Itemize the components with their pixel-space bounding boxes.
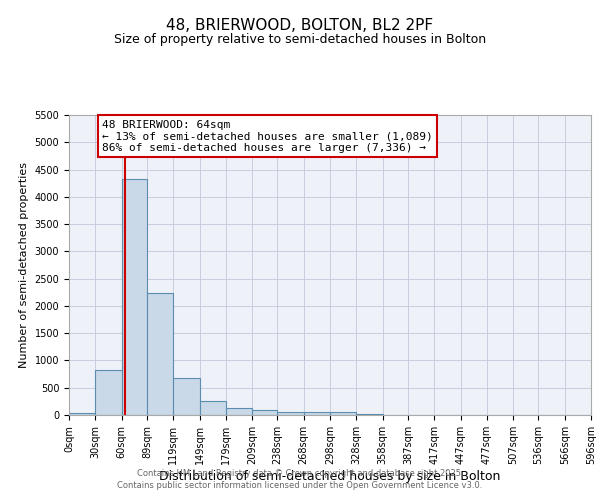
Bar xyxy=(252,410,277,415)
X-axis label: Distribution of semi-detached houses by size in Bolton: Distribution of semi-detached houses by … xyxy=(160,470,500,482)
Bar xyxy=(147,293,173,415)
Bar xyxy=(69,414,95,415)
Text: 48, BRIERWOOD, BOLTON, BL2 2PF: 48, BRIERWOOD, BOLTON, BL2 2PF xyxy=(166,18,434,32)
Bar xyxy=(199,402,226,415)
Text: 48 BRIERWOOD: 64sqm
← 13% of semi-detached houses are smaller (1,089)
86% of sem: 48 BRIERWOOD: 64sqm ← 13% of semi-detach… xyxy=(102,120,433,152)
Bar xyxy=(304,412,330,415)
Bar xyxy=(330,412,356,415)
Bar xyxy=(356,414,383,415)
Bar xyxy=(226,408,252,415)
Bar xyxy=(277,412,304,415)
Text: Contains public sector information licensed under the Open Government Licence v3: Contains public sector information licen… xyxy=(118,481,482,490)
Text: Contains HM Land Registry data © Crown copyright and database right 2025.: Contains HM Land Registry data © Crown c… xyxy=(137,468,463,477)
Bar xyxy=(173,378,199,415)
Bar xyxy=(122,180,147,415)
Y-axis label: Number of semi-detached properties: Number of semi-detached properties xyxy=(19,162,29,368)
Text: Size of property relative to semi-detached houses in Bolton: Size of property relative to semi-detach… xyxy=(114,32,486,46)
Bar xyxy=(95,370,122,415)
